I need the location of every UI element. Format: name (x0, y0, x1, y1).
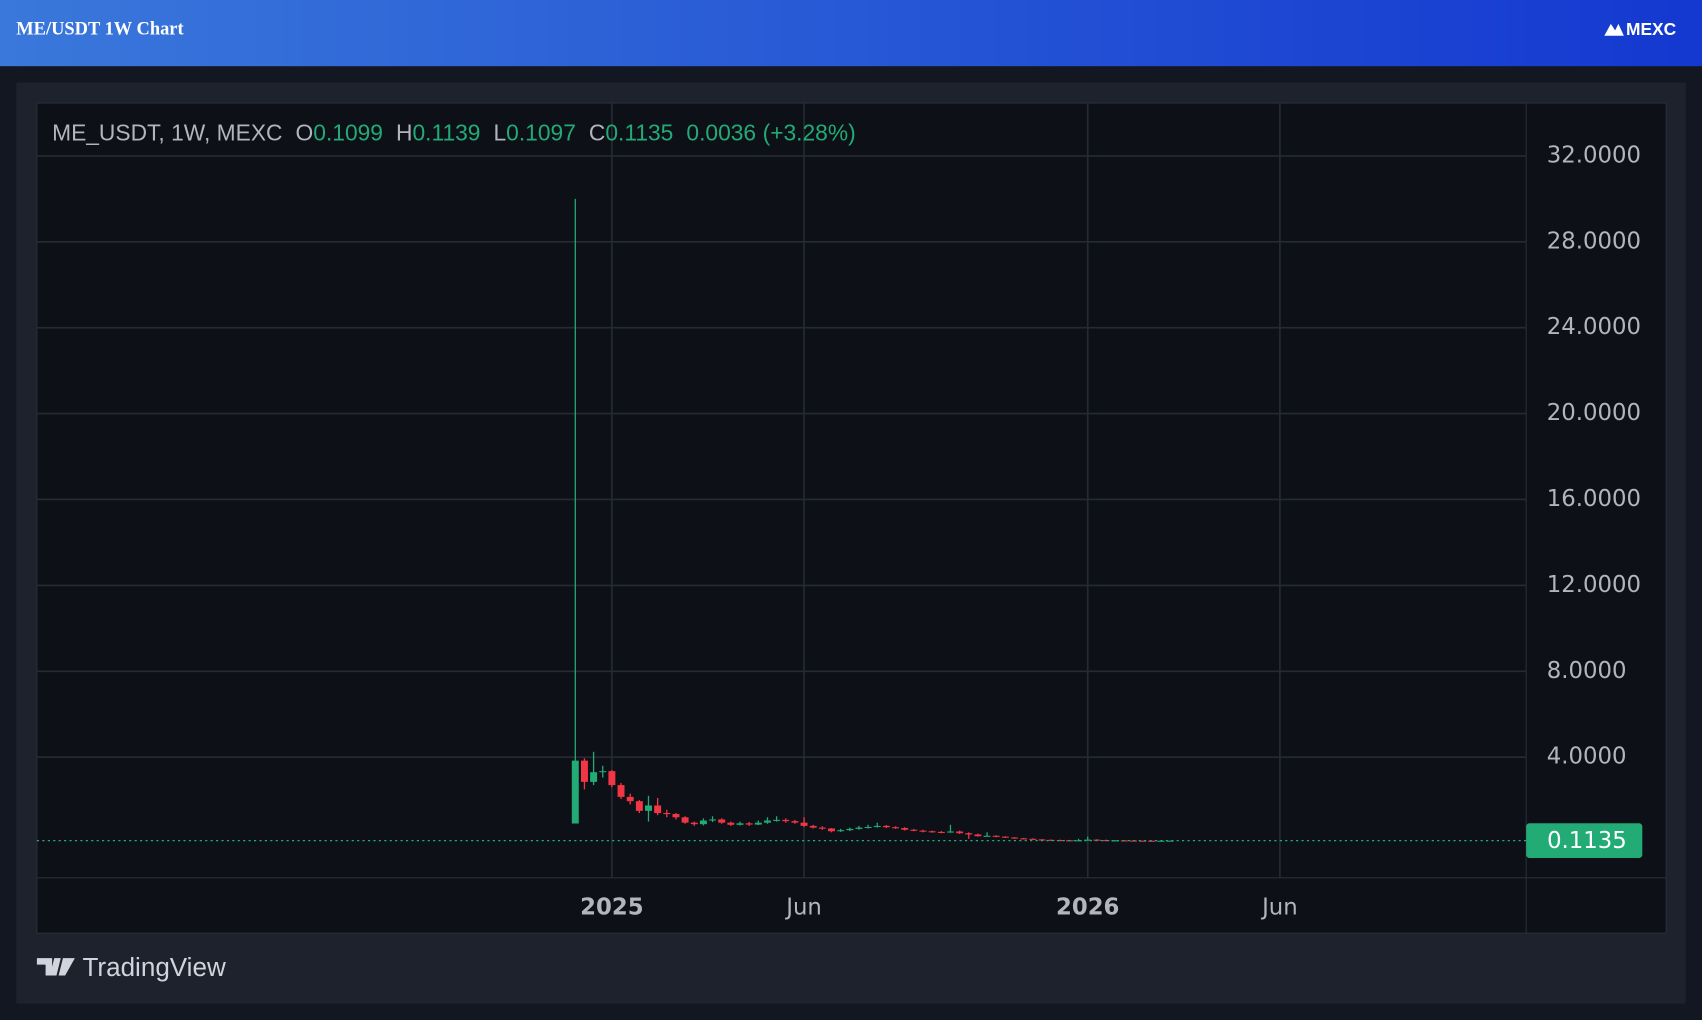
candle-body (736, 823, 744, 825)
candle-body (690, 822, 698, 825)
candle-body (800, 822, 808, 826)
x-tick-label: Jun (1260, 895, 1298, 921)
candle-body (910, 829, 918, 831)
close-label: C (589, 120, 605, 146)
candle-body (590, 772, 598, 782)
candle-body (617, 785, 625, 797)
y-tick-label: 8.0000 (1547, 658, 1627, 684)
candle-body (645, 805, 652, 811)
open-label: O (296, 120, 314, 146)
candle-body (983, 835, 991, 837)
candle-body (672, 814, 680, 818)
candle-body (1075, 840, 1083, 842)
candle-body (745, 823, 753, 825)
change-value: 0.0036 (686, 120, 756, 146)
candle-body (828, 828, 835, 832)
ohlc-legend: ME_USDT, 1W, MEXC O0.1099 H0.1139 L0.1097 C0… (52, 120, 856, 146)
y-tick-label: 24.0000 (1547, 314, 1641, 340)
symbol: ME_USDT, 1W, MEXC (52, 120, 282, 146)
y-tick-label: 4.0000 (1547, 744, 1627, 770)
axes: 4.0000 8.0000 12.0000 16.0000 20.0000 24.0000… (36, 142, 1643, 921)
candle-body (571, 760, 579, 824)
x-tick-label: 2026 (1056, 895, 1119, 921)
grid (36, 103, 1527, 878)
candle-body (782, 819, 790, 822)
candle-body (956, 831, 964, 834)
candle-body (1011, 837, 1018, 839)
candle-body (1029, 838, 1037, 840)
candle-body (846, 828, 854, 831)
candle-body (946, 831, 954, 833)
high-label: H (396, 120, 412, 146)
change-percent: (+3.28%) (763, 120, 856, 146)
candle-body (919, 830, 927, 832)
candle-body (727, 822, 735, 825)
candle-body (974, 834, 982, 837)
header-bar (0, 0, 1702, 67)
candle-body (928, 831, 936, 833)
x-tick-label: 2025 (580, 895, 643, 921)
y-tick-label: 20.0000 (1547, 400, 1641, 426)
candle-body (1111, 840, 1119, 842)
candle-body (681, 817, 689, 823)
candle-body (873, 825, 881, 827)
candle-body (1084, 839, 1092, 841)
y-tick-label: 28.0000 (1547, 228, 1641, 254)
low-value: 0.1097 (506, 120, 576, 146)
candle-body (699, 820, 707, 825)
open-value: 0.1099 (313, 120, 383, 146)
last-price-box (1526, 823, 1643, 858)
candle-body (773, 819, 781, 821)
candle-body (1038, 839, 1046, 841)
y-tick-label: 16.0000 (1547, 486, 1641, 512)
candle-body (599, 771, 607, 773)
candle-body (754, 822, 762, 825)
candle-body (837, 830, 845, 832)
header-title: ME/USDT 1W Chart (16, 19, 184, 39)
candle-body (654, 805, 662, 814)
candle-body (965, 833, 973, 835)
brand-name: MEXC (1626, 19, 1677, 39)
candle-body (1020, 838, 1028, 840)
candle-body (608, 771, 616, 786)
candle-body (1047, 839, 1055, 841)
candle-body (855, 827, 863, 829)
candle-body (580, 760, 588, 782)
candle-body (709, 819, 717, 821)
candle-body (882, 825, 890, 828)
candle-body (1001, 836, 1009, 838)
low-label: L (494, 120, 507, 146)
footer-brand: TradingView (82, 952, 225, 982)
last-price-label: 0.1135 (1547, 828, 1627, 854)
close-value: 0.1135 (605, 120, 673, 146)
candle-body (1102, 840, 1110, 842)
y-tick-label: 12.0000 (1547, 572, 1641, 598)
candle-body (718, 819, 726, 823)
candle-body (864, 826, 872, 829)
candle-body (663, 813, 671, 815)
x-tick-label: Jun (784, 895, 822, 921)
y-tick-label: 32.0000 (1547, 142, 1641, 168)
candle-body (892, 827, 900, 829)
brand-logo (1604, 23, 1624, 36)
candle-body (1056, 840, 1064, 842)
candle-body (1166, 840, 1174, 842)
candle-body (992, 835, 1000, 837)
candle-body (937, 831, 945, 833)
candle-body (791, 821, 799, 823)
candle-body (763, 820, 771, 823)
candle-body (635, 801, 643, 811)
candle-body (809, 825, 817, 828)
candle-body (626, 796, 634, 802)
chart-area (36, 102, 1667, 934)
candle-body (901, 828, 909, 830)
candle-body (1148, 840, 1156, 842)
tradingview-logo (36, 958, 75, 976)
candle-body (818, 827, 826, 829)
high-value: 0.1139 (412, 120, 480, 146)
candle-body (1139, 840, 1147, 842)
